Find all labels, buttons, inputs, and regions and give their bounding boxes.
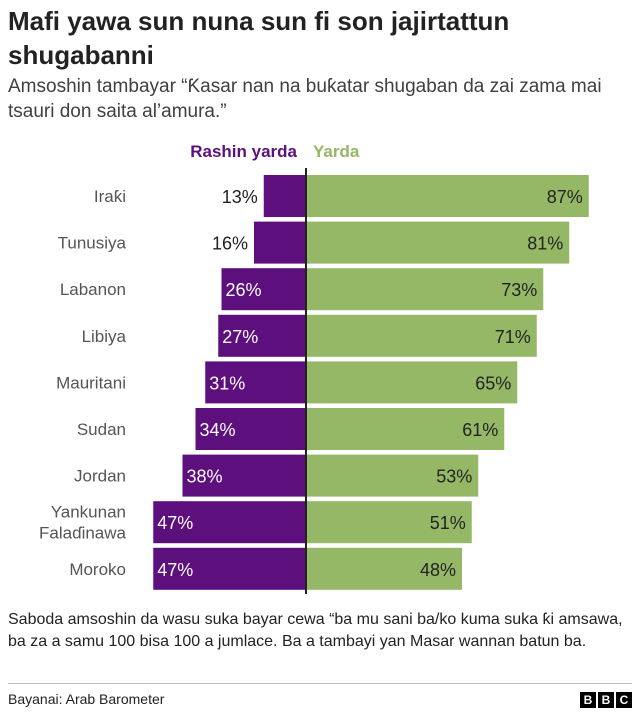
bar-rashin-yarda xyxy=(182,454,306,497)
category-label: Libiya xyxy=(82,327,127,346)
chart-subtitle: Amsoshin tambayar “Ƙasar nan na buƙatar … xyxy=(8,76,602,122)
category-label: Jordan xyxy=(74,467,126,486)
category-label-line: Iraƙi xyxy=(94,187,126,206)
category-label-line: Moroko xyxy=(69,560,126,579)
value-label-yarda: 81% xyxy=(527,234,563,254)
bbc-logo-block: B xyxy=(598,692,614,708)
category-label: Moroko xyxy=(69,560,126,579)
category-label-line: Sudan xyxy=(77,420,126,439)
chart-title: Mafi yawa sun nuna sun fi son jajirtattu… xyxy=(8,6,510,70)
bar-yarda xyxy=(306,221,570,264)
bar-rashin-yarda xyxy=(153,501,306,544)
bar-rashin-yarda xyxy=(205,361,306,404)
value-label-rashin-yarda: 38% xyxy=(187,467,223,487)
value-label-rashin-yarda: 13% xyxy=(222,187,258,207)
value-label-yarda: 51% xyxy=(430,513,466,533)
category-label-line: Jordan xyxy=(74,467,126,486)
category-label-line: Mauritani xyxy=(56,373,126,392)
bars xyxy=(153,175,589,590)
bar-yarda xyxy=(306,314,537,357)
value-label-rashin-yarda: 47% xyxy=(157,560,193,580)
value-label-rashin-yarda: 27% xyxy=(222,327,258,347)
bbc-logo-block: C xyxy=(616,692,632,708)
category-label-line: Libiya xyxy=(82,327,127,346)
category-label: Sudan xyxy=(77,420,126,439)
value-label-rashin-yarda: 16% xyxy=(212,234,248,254)
category-label-line: Yankunan xyxy=(51,503,126,522)
bar-rashin-yarda xyxy=(254,221,306,264)
value-label-yarda: 48% xyxy=(420,560,456,580)
bar-yarda xyxy=(306,454,479,497)
bar-yarda xyxy=(306,408,505,450)
value-label-yarda: 53% xyxy=(436,467,472,487)
value-label-rashin-yarda: 31% xyxy=(209,373,245,393)
legend-label-rashin-yarda: Rashin yarda xyxy=(190,142,297,161)
category-label: Labanon xyxy=(60,280,126,299)
value-label-yarda: 87% xyxy=(547,187,583,207)
value-label-yarda: 73% xyxy=(501,280,537,300)
chart-legend: Rashin yarda Yarda xyxy=(190,142,360,161)
bar-yarda xyxy=(306,361,518,404)
value-label-yarda: 71% xyxy=(495,327,531,347)
category-label-line: Tunusiya xyxy=(58,234,127,253)
category-label-line: Falaɗinawa xyxy=(39,524,126,543)
category-label-line: Labanon xyxy=(60,280,126,299)
bar-yarda xyxy=(306,547,462,590)
value-label-yarda: 65% xyxy=(475,373,511,393)
value-label-yarda: 61% xyxy=(462,420,498,440)
bbc-logo: B B C xyxy=(580,692,632,708)
value-label-rashin-yarda: 47% xyxy=(157,513,193,533)
value-label-rashin-yarda: 26% xyxy=(226,280,262,300)
category-labels: Iraƙi Tunusiya Labanon Libiya Mauritani Sudan… xyxy=(39,187,126,579)
bar-rashin-yarda xyxy=(195,408,306,450)
category-label: Mauritani xyxy=(56,373,126,392)
footnote: Saboda amsoshin da wasu suka bayar cewa … xyxy=(8,611,623,650)
bar-yarda xyxy=(306,268,544,311)
bar-yarda xyxy=(306,501,472,544)
value-labels: 13% 87% 16% 81% 26% 73% 27% 71% 31% 65% 34% 61% 38% 5… xyxy=(157,187,583,580)
bar-rashin-yarda xyxy=(153,547,306,590)
bbc-logo-block: B xyxy=(580,692,596,708)
value-label-rashin-yarda: 34% xyxy=(200,420,236,440)
bar-rashin-yarda xyxy=(263,175,306,217)
source-label: Bayanai: Arab Barometer xyxy=(8,691,165,707)
bar-yarda xyxy=(306,175,589,217)
bar-rashin-yarda xyxy=(218,314,306,357)
bar-rashin-yarda xyxy=(221,268,306,311)
category-label: Yankunan Falaɗinawa xyxy=(39,503,126,543)
category-label: Tunusiya xyxy=(58,234,127,253)
legend-label-yarda: Yarda xyxy=(313,142,360,161)
category-label: Iraƙi xyxy=(94,187,126,206)
footer-divider xyxy=(8,683,632,684)
diverging-bar-chart: Rashin yarda Yarda Iraƙi Tunusiya Labanon L… xyxy=(39,142,589,594)
